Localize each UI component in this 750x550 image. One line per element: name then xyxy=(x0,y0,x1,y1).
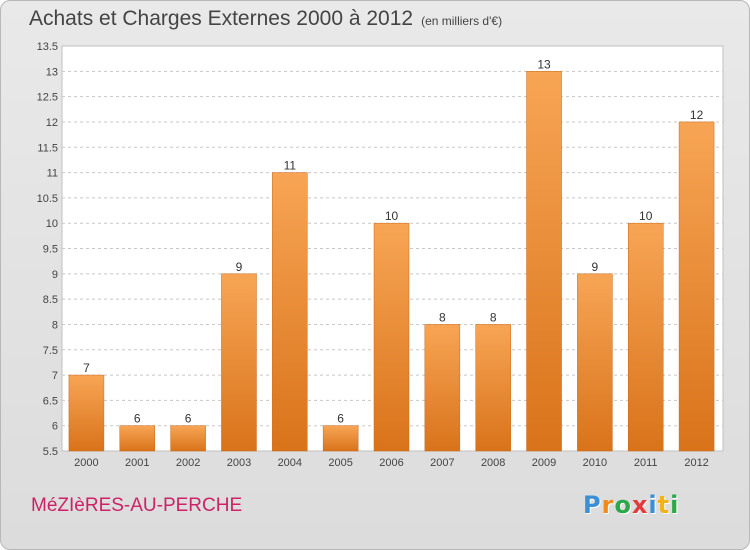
bar-2012 xyxy=(678,121,715,452)
logo-letter: i xyxy=(670,491,680,519)
y-tick-label: 13 xyxy=(46,66,58,78)
bar-2008 xyxy=(475,324,511,452)
x-tick-label: 2005 xyxy=(328,457,352,469)
bar-value-label: 10 xyxy=(385,209,399,223)
logo-letter: r xyxy=(601,491,615,519)
bar-2005 xyxy=(322,425,359,452)
x-tick-label: 2002 xyxy=(176,457,200,469)
bar-value-label: 11 xyxy=(284,159,297,173)
x-tick-label: 2001 xyxy=(125,457,149,469)
bar-2009 xyxy=(526,71,562,452)
y-tick-label: 7.5 xyxy=(43,345,58,357)
bar-value-label: 9 xyxy=(236,260,243,274)
y-tick-label: 5.5 xyxy=(43,446,58,458)
bar-2003 xyxy=(221,273,257,452)
y-tick-label: 10.5 xyxy=(37,193,58,205)
x-tick-label: 2008 xyxy=(481,457,505,469)
bar-value-label: 12 xyxy=(690,108,704,122)
bar-value-label: 8 xyxy=(439,310,446,324)
y-tick-label: 12 xyxy=(46,117,58,129)
x-tick-label: 2012 xyxy=(684,457,708,469)
y-tick-label: 8.5 xyxy=(43,294,58,306)
bar-value-label: 6 xyxy=(337,412,344,426)
y-tick-label: 10 xyxy=(46,218,58,230)
y-tick-label: 8 xyxy=(52,319,58,331)
bar-2001 xyxy=(119,425,156,452)
y-tick-label: 9 xyxy=(52,269,58,281)
logo-letter: i xyxy=(648,491,658,519)
bar-2007 xyxy=(424,324,461,452)
y-tick-label: 12.5 xyxy=(37,92,58,104)
bar-value-label: 9 xyxy=(592,260,599,274)
x-tick-label: 2009 xyxy=(532,457,556,469)
bar-2011 xyxy=(627,222,664,452)
bar-value-label: 6 xyxy=(185,412,192,426)
x-tick-label: 2007 xyxy=(430,457,454,469)
y-tick-label: 9.5 xyxy=(43,244,58,256)
y-tick-label: 6 xyxy=(52,421,58,433)
bar-value-label: 10 xyxy=(639,209,653,223)
y-tick-label: 11 xyxy=(47,168,58,180)
x-tick-label: 2011 xyxy=(634,457,658,469)
chart-title: Achats et Charges Externes 2000 à 2012 (e… xyxy=(29,7,503,30)
logo-letter: t xyxy=(657,491,671,519)
bar-value-label: 8 xyxy=(490,310,497,324)
chart-subtitle: (en milliers d'€) xyxy=(421,14,503,28)
y-tick-label: 6.5 xyxy=(43,395,58,407)
x-tick-label: 2000 xyxy=(74,457,98,469)
y-tick-label: 7 xyxy=(52,370,58,382)
x-tick-label: 2003 xyxy=(227,457,251,469)
proxiti-logo: Proxiti xyxy=(583,491,679,519)
bar-2000 xyxy=(68,374,105,452)
bar-2006 xyxy=(373,222,410,452)
x-tick-label: 2006 xyxy=(379,457,403,469)
bar-value-label: 6 xyxy=(134,412,141,426)
y-tick-label: 13.5 xyxy=(37,41,58,53)
bar-value-label: 7 xyxy=(83,361,90,375)
commune-name: MéZIèRES-AU-PERCHE xyxy=(31,495,243,516)
bar-2004 xyxy=(272,172,308,452)
bar-2010 xyxy=(577,273,613,452)
bar-2002 xyxy=(170,425,206,452)
x-tick-label: 2010 xyxy=(583,457,607,469)
logo-letter: x xyxy=(631,491,649,519)
x-tick-label: 2004 xyxy=(278,457,302,469)
y-tick-label: 11.5 xyxy=(37,142,58,154)
logo-letter: o xyxy=(614,491,632,519)
bar-value-label: 13 xyxy=(537,57,551,71)
logo-letter: P xyxy=(583,491,602,519)
